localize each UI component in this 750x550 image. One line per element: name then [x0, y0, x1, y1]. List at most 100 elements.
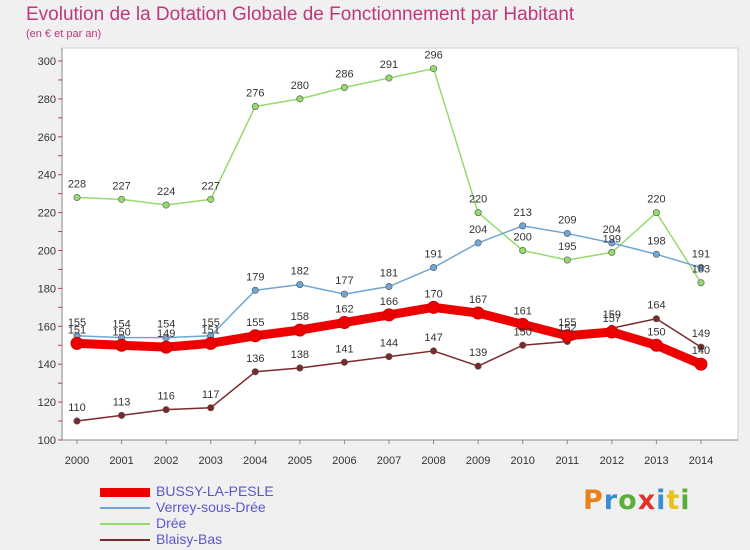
y-tick-label: 200 — [38, 246, 56, 258]
y-tick-label: 220 — [38, 208, 56, 220]
data-point — [474, 209, 482, 217]
y-tick-label: 120 — [38, 397, 56, 409]
data-point — [608, 239, 616, 247]
y-tick-label: 260 — [38, 132, 56, 144]
data-label: 144 — [380, 338, 398, 350]
logo-letter: o — [618, 485, 638, 516]
data-label: 228 — [68, 178, 86, 190]
data-label: 220 — [469, 194, 487, 206]
data-label: 158 — [291, 311, 309, 323]
data-label: 155 — [68, 317, 86, 329]
logo-letter: t — [666, 485, 681, 516]
x-tick-label: 2013 — [644, 455, 668, 467]
data-label: 141 — [335, 343, 353, 355]
data-label: 191 — [692, 249, 710, 261]
data-label: 286 — [335, 69, 353, 81]
data-label: 155 — [558, 317, 576, 329]
data-label: 152 — [558, 322, 576, 334]
y-tick-label: 300 — [38, 56, 56, 68]
data-point — [430, 264, 438, 272]
data-point — [427, 300, 441, 314]
data-label: 198 — [647, 235, 665, 247]
data-label: 149 — [157, 328, 175, 340]
legend-swatch — [100, 507, 150, 509]
data-label: 167 — [469, 294, 487, 306]
data-label: 200 — [514, 232, 532, 244]
data-label: 227 — [202, 180, 220, 192]
x-tick-label: 2009 — [466, 455, 490, 467]
chart-subtitle: (en € et par an) — [26, 28, 102, 40]
y-tick-label: 140 — [38, 359, 56, 371]
x-tick-label: 2008 — [421, 455, 445, 467]
data-label: 154 — [112, 319, 130, 331]
data-point — [73, 417, 81, 425]
data-point — [296, 364, 304, 372]
data-label: 183 — [692, 264, 710, 276]
x-tick-label: 2010 — [510, 455, 534, 467]
data-label: 179 — [246, 271, 264, 283]
data-label: 191 — [424, 249, 442, 261]
legend-swatch — [100, 539, 150, 541]
data-point — [162, 406, 170, 414]
legend-item: BUSSY-LA-PESLE — [100, 483, 320, 500]
y-tick-label: 280 — [38, 94, 56, 106]
x-tick-label: 2000 — [65, 455, 89, 467]
data-label: 296 — [424, 50, 442, 62]
data-point — [118, 411, 126, 419]
data-point — [337, 316, 351, 330]
logo-letter: i — [680, 485, 691, 516]
data-point — [474, 362, 482, 370]
data-label: 116 — [157, 391, 175, 403]
x-tick-label: 2005 — [288, 455, 312, 467]
y-tick-label: 160 — [38, 321, 56, 333]
data-point — [652, 315, 660, 323]
data-point — [159, 340, 173, 354]
data-label: 182 — [291, 266, 309, 278]
data-point — [385, 283, 393, 291]
y-tick-label: 240 — [38, 170, 56, 182]
data-point — [340, 290, 348, 298]
data-label: 150 — [514, 326, 532, 338]
data-point — [605, 325, 619, 339]
data-label: 159 — [603, 309, 621, 321]
logo-letter: x — [637, 485, 657, 516]
data-label: 150 — [112, 326, 130, 338]
data-point — [560, 329, 574, 343]
data-point — [162, 201, 170, 209]
data-point — [694, 357, 708, 371]
x-tick-label: 2012 — [600, 455, 624, 467]
logo-letter: P — [583, 485, 604, 516]
x-tick-label: 2014 — [689, 455, 713, 467]
data-label: 181 — [380, 268, 398, 280]
data-point — [73, 193, 81, 201]
data-label: 209 — [558, 214, 576, 226]
data-point — [519, 247, 527, 255]
chart-title: Evolution de la Dotation Globale de Fonc… — [26, 4, 575, 25]
data-point — [563, 229, 571, 237]
data-label: 150 — [647, 326, 665, 338]
data-point — [296, 281, 304, 289]
data-label: 224 — [157, 186, 175, 198]
legend-label: BUSSY-LA-PESLE — [156, 483, 274, 499]
data-point — [652, 250, 660, 258]
data-label: 204 — [469, 224, 487, 236]
x-tick-label: 2003 — [198, 455, 222, 467]
legend-item: Drée — [100, 515, 320, 532]
data-point — [430, 347, 438, 355]
data-label: 117 — [202, 389, 220, 401]
data-point — [385, 353, 393, 361]
data-point — [474, 239, 482, 247]
legend-item: Verrey-sous-Drée — [100, 499, 320, 516]
data-point — [248, 329, 262, 343]
data-point — [340, 84, 348, 92]
data-label: 164 — [647, 300, 665, 312]
legend-swatch — [100, 523, 150, 525]
proxiti-logo: Proxiti — [583, 485, 691, 516]
data-point — [516, 317, 530, 331]
data-point — [207, 195, 215, 203]
data-label: 140 — [692, 345, 710, 357]
data-point — [251, 286, 259, 294]
data-label: 157 — [603, 313, 621, 325]
data-point — [251, 102, 259, 110]
y-tick-label: 100 — [38, 435, 56, 447]
